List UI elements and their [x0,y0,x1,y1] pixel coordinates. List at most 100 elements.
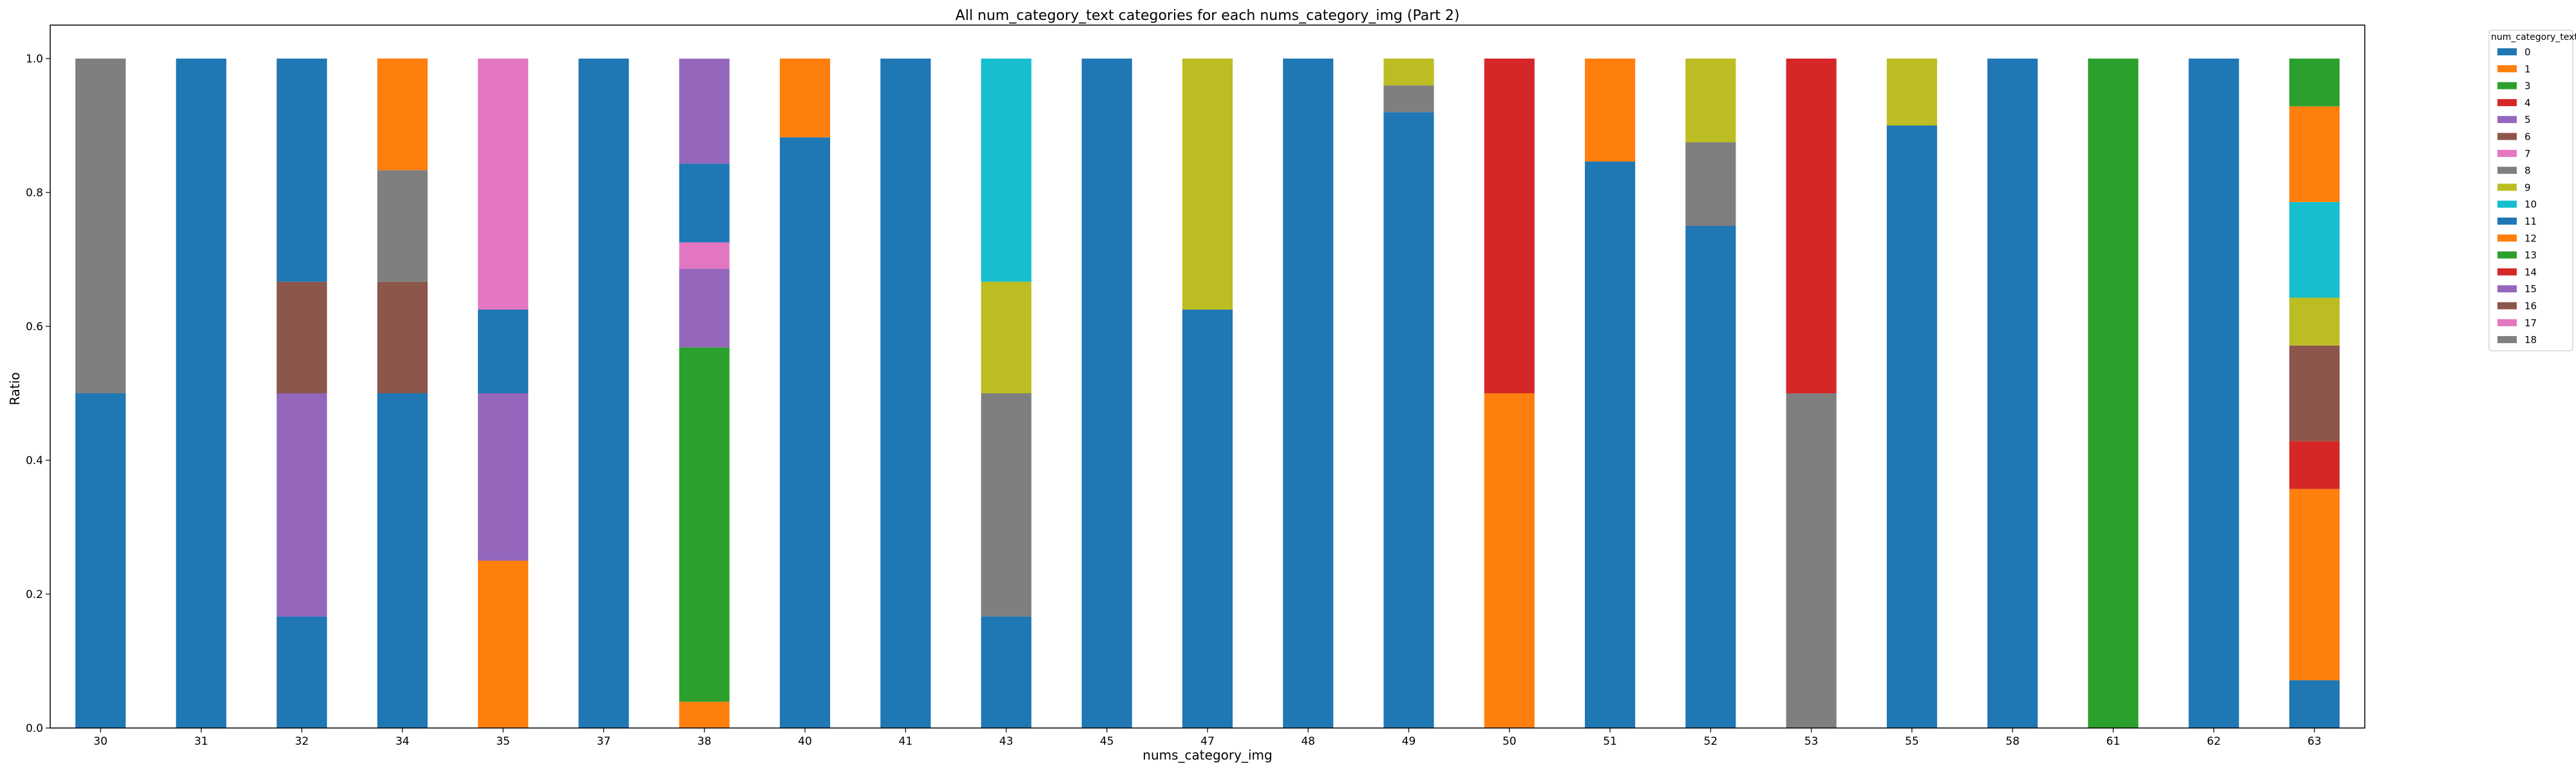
bar-segment-38-2 [679,268,730,348]
bar-segment-41-0 [880,59,931,728]
legend-swatch-13 [2497,251,2517,259]
bar-segment-37-0 [578,59,629,728]
bar-segment-62-0 [2188,59,2239,728]
legend-title: num_category_text [2491,32,2576,42]
bar-segment-32-2 [276,281,327,393]
legend-label-1: 1 [2524,63,2531,75]
x-axis-label: nums_category_img [1142,747,1272,763]
bar-segment-34-1 [377,281,428,393]
x-tick-label-40: 40 [798,735,812,748]
bar-segment-63-0 [2289,680,2340,728]
bar-segment-52-2 [1685,59,1736,142]
legend-label-5: 5 [2524,114,2531,126]
x-tick-label-37: 37 [597,735,611,748]
bar-segment-43-0 [981,616,1032,728]
bar-segment-40-0 [779,137,831,729]
x-tick-label-50: 50 [1502,735,1517,748]
legend-label-13: 13 [2524,250,2537,261]
legend-swatch-4 [2497,98,2517,106]
x-tick-label-62: 62 [2207,735,2221,748]
legend-label-10: 10 [2524,199,2537,210]
bar-segment-31-0 [176,59,227,728]
bar-segment-38-4 [679,163,730,243]
x-tick-label-52: 52 [1703,735,1718,748]
bar-segment-45-0 [1081,59,1132,728]
legend-swatch-18 [2497,336,2517,344]
legend-swatch-1 [2497,65,2517,73]
x-tick-label-53: 53 [1804,735,1819,748]
bar-segment-38-3 [679,242,730,269]
legend-swatch-16 [2497,302,2517,310]
bar-segment-35-2 [478,310,529,393]
bar-segment-52-1 [1685,142,1736,226]
bar-segment-48-0 [1283,59,1334,728]
x-tick-label-35: 35 [496,735,510,748]
bar-segment-43-3 [981,59,1032,282]
x-tick-label-55: 55 [1905,735,1919,748]
legend-label-15: 15 [2524,283,2537,295]
legend-swatch-14 [2497,268,2517,275]
bar-segment-50-0 [1484,393,1535,728]
legend-label-0: 0 [2524,46,2531,58]
legend-swatch-6 [2497,133,2517,140]
legend-label-9: 9 [2524,182,2531,193]
legend-swatch-8 [2497,167,2517,174]
y-tick-label-0.2: 0.2 [26,588,43,601]
y-tick-label-0.6: 0.6 [26,321,43,333]
bar-segment-38-0 [679,702,730,728]
bar-segment-49-0 [1383,112,1434,728]
legend-label-17: 17 [2524,317,2537,329]
x-tick-label-41: 41 [898,735,913,748]
plot-area: 30 31 32 34 35 37 38 40 41 43 45 47 48 49 50 51 52 53 55 58… [26,24,2365,748]
x-tick-label-31: 31 [194,735,209,748]
x-tick-label-58: 58 [2005,735,2020,748]
legend-label-4: 4 [2524,97,2531,109]
y-tick-label-1.0: 1.0 [26,53,43,66]
bar-segment-63-5 [2289,201,2340,298]
bar-segment-38-1 [679,347,730,702]
bar-segment-49-2 [1383,59,1434,86]
legend-swatch-5 [2497,116,2517,124]
legend: num_category_text 0134567891011121314151… [2488,30,2576,351]
bar-segment-61-0 [2088,59,2139,728]
bar-segment-63-6 [2289,106,2340,202]
bar-segment-30-1 [75,59,126,393]
bar-segment-63-3 [2289,345,2340,442]
x-tick-label-32: 32 [295,735,309,748]
bar-segment-35-1 [478,393,529,561]
bar-segment-58-0 [1987,59,2038,728]
bar-segment-32-3 [276,59,327,282]
legend-swatch-15 [2497,285,2517,293]
y-tick-label-0.8: 0.8 [26,187,43,200]
bar-segment-38-5 [679,59,730,164]
x-tick-label-30: 30 [93,735,108,748]
legend-swatch-9 [2497,183,2517,191]
bar-segment-55-0 [1886,126,1937,728]
x-tick-label-49: 49 [1402,735,1416,748]
legend-swatch-0 [2497,48,2517,55]
legend-label-16: 16 [2524,301,2537,312]
legend-swatch-10 [2497,200,2517,208]
bar-segment-51-0 [1584,161,1636,728]
bar-segment-47-1 [1182,59,1233,310]
bar-segment-63-4 [2289,297,2340,346]
legend-label-3: 3 [2524,80,2531,92]
y-axis-label: Ratio [7,372,23,405]
bar-segment-53-0 [1786,393,1837,728]
x-tick-label-61: 61 [2107,735,2121,748]
bar-segment-53-1 [1786,59,1837,393]
bar-segment-35-0 [478,561,529,728]
bar-segment-35-3 [478,59,529,310]
legend-swatch-11 [2497,218,2517,225]
x-tick-label-34: 34 [395,735,410,748]
bar-segment-63-7 [2289,59,2340,107]
bar-segment-51-1 [1584,59,1636,162]
bar-segment-30-0 [75,393,126,728]
bar-segment-34-2 [377,170,428,282]
legend-swatch-17 [2497,319,2517,326]
x-tick-label-48: 48 [1301,735,1315,748]
legend-label-7: 7 [2524,148,2531,160]
x-tick-label-63: 63 [2307,735,2322,748]
